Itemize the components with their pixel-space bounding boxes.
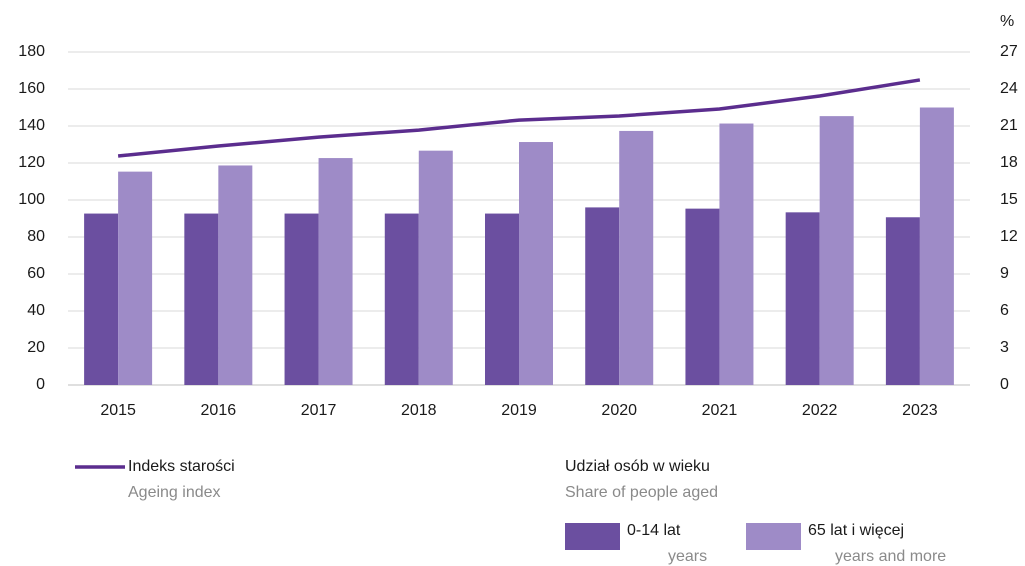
bar xyxy=(885,217,920,385)
bar xyxy=(384,213,419,385)
legend-sublabel: years and more xyxy=(835,548,946,565)
bar xyxy=(819,116,854,385)
y-tick-label: 60 xyxy=(27,265,45,282)
bar xyxy=(418,150,453,385)
x-tick-label: 2016 xyxy=(201,402,237,419)
legend-label: 0-14 lat xyxy=(627,522,681,539)
y-tick-label: 120 xyxy=(18,154,45,171)
y2-tick-label: 18 xyxy=(1000,154,1018,171)
bar-legend-title: Udział osób w wieku xyxy=(565,458,710,475)
bar xyxy=(218,165,253,385)
y2-tick-label: 24 xyxy=(1000,80,1018,97)
bar xyxy=(919,107,954,385)
y2-tick-label: 27 xyxy=(1000,43,1018,60)
x-tick-label: 2021 xyxy=(702,402,738,419)
legend-swatch xyxy=(746,523,801,550)
y-tick-label: 40 xyxy=(27,302,45,319)
bar xyxy=(318,158,353,385)
y2-tick-label: 21 xyxy=(1000,117,1018,134)
legend-swatch xyxy=(565,523,620,550)
bar xyxy=(685,208,720,385)
x-tick-label: 2019 xyxy=(501,402,537,419)
legend-label: 65 lat i więcej xyxy=(808,522,904,539)
bar xyxy=(785,212,820,385)
y-tick-label: 80 xyxy=(27,228,45,245)
bar xyxy=(719,123,754,386)
y2-tick-label: 9 xyxy=(1000,265,1009,282)
bar xyxy=(184,213,219,385)
y2-unit: % xyxy=(1000,13,1014,30)
bar xyxy=(485,213,519,385)
x-tick-label: 2020 xyxy=(601,402,637,419)
y2-tick-label: 12 xyxy=(1000,228,1018,245)
bar-legend-subtitle: Share of people aged xyxy=(565,484,718,501)
x-tick-label: 2018 xyxy=(401,402,437,419)
y-tick-label: 140 xyxy=(18,117,45,134)
bar xyxy=(84,213,119,385)
y2-tick-label: 15 xyxy=(1000,191,1018,208)
bar xyxy=(585,207,620,385)
x-tick-label: 2023 xyxy=(902,402,938,419)
y-tick-label: 180 xyxy=(18,43,45,60)
legend-sublabel: Ageing index xyxy=(128,484,221,501)
y-tick-label: 20 xyxy=(27,339,45,356)
x-tick-label: 2022 xyxy=(802,402,838,419)
y-tick-label: 160 xyxy=(18,80,45,97)
y-tick-label: 100 xyxy=(18,191,45,208)
y2-tick-label: 6 xyxy=(1000,302,1009,319)
legend-label: Indeks starości xyxy=(128,458,235,475)
line xyxy=(117,78,921,158)
bar xyxy=(118,171,153,385)
bar xyxy=(284,213,319,385)
legend-sublabel: years xyxy=(668,548,707,565)
y2-tick-label: 3 xyxy=(1000,339,1009,356)
bar xyxy=(519,142,553,385)
bar xyxy=(619,130,654,385)
x-tick-label: 2015 xyxy=(100,402,136,419)
y2-tick-label: 0 xyxy=(1000,376,1009,393)
x-tick-label: 2017 xyxy=(301,402,337,419)
y-tick-label: 0 xyxy=(36,376,45,393)
